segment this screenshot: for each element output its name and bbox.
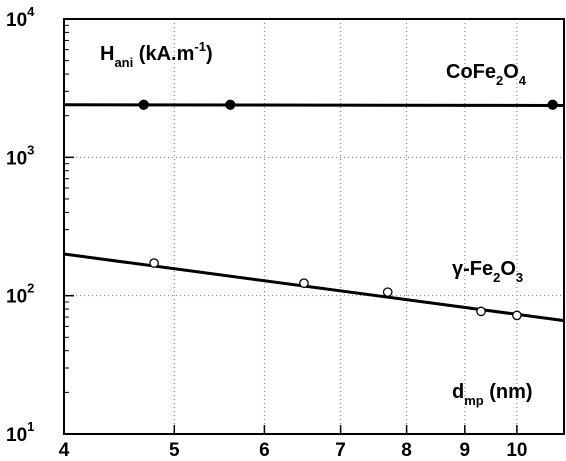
- x-tick-label: 8: [401, 440, 412, 461]
- data-point-open: [512, 310, 522, 321]
- fit-lines: [63, 103, 565, 323]
- y-axis-label: Hani (kA.m-1): [100, 39, 213, 70]
- x-tick-label: 4: [59, 440, 70, 461]
- series-label-cofe2o4: CoFe2O4: [446, 61, 527, 88]
- plot-frame: [63, 18, 565, 435]
- x-tick-label: 9: [460, 440, 471, 461]
- data-point-filled: [225, 99, 236, 110]
- x-tick-labels: 4 5 6 7 8 9 10: [59, 440, 528, 461]
- data-point-open: [299, 278, 309, 289]
- data-point-filled: [138, 99, 149, 110]
- axis-ticks: [63, 18, 518, 435]
- y-tick-label: 101: [6, 419, 34, 446]
- y-axis-label-main: H: [100, 43, 114, 65]
- series-label-gamma-fe2o3: γ-Fe2O3: [452, 258, 523, 285]
- y-tick-labels: 101 102 103 104: [6, 4, 35, 446]
- data-point-open: [476, 306, 486, 317]
- y-tick-label: 103: [6, 142, 34, 169]
- x-axis-label: dmp (nm): [452, 381, 533, 408]
- y-axis-label-sub: ani: [114, 55, 133, 70]
- x-tick-label: 6: [259, 440, 270, 461]
- y-axis-label-close: ): [206, 43, 213, 65]
- x-tick-label: 10: [506, 440, 527, 461]
- data-points: [138, 99, 558, 321]
- y-tick-label: 104: [6, 4, 35, 31]
- data-point-open: [382, 287, 393, 298]
- y-tick-label: 102: [6, 281, 34, 308]
- x-tick-label: 7: [335, 440, 346, 461]
- x-tick-label: 5: [169, 440, 180, 461]
- y-axis-label-unit: (kA.m: [133, 43, 194, 65]
- y-axis-label-exp: -1: [194, 39, 206, 54]
- grid-lines: [64, 19, 564, 434]
- data-point-filled: [547, 99, 558, 110]
- data-point-open: [149, 258, 159, 268]
